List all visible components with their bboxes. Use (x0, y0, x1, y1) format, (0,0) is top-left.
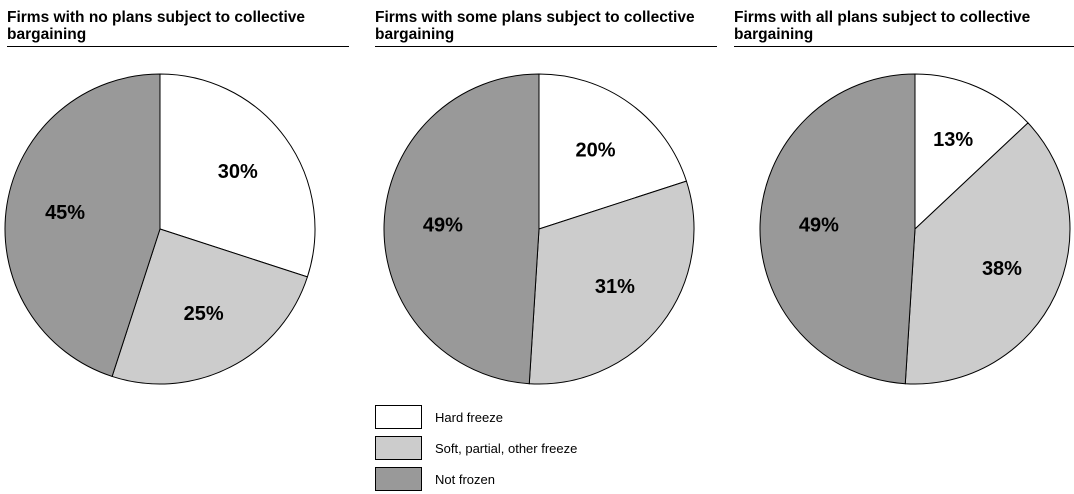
pie-1-slice-not-frozen (4, 73, 161, 378)
pie-chart-1: 30% 25% 45% (4, 73, 316, 385)
pie-3-label-not-frozen: 49% (799, 214, 839, 236)
pie-2-label-soft-freeze: 31% (595, 276, 635, 298)
legend-item-soft-freeze: Soft, partial, other freeze (375, 436, 635, 462)
pie-1-slice-hard-freeze (159, 73, 316, 278)
pie-3-slice-hard-freeze (914, 73, 1029, 231)
legend-item-hard-freeze: Hard freeze (375, 405, 635, 431)
pie-3-slice-soft-freeze (904, 122, 1071, 385)
pie-panel-3: Firms with all plans subject to collecti… (734, 0, 1074, 400)
pie-1-slice-soft-freeze (111, 228, 309, 385)
pie-2-label-hard-freeze: 20% (575, 140, 615, 162)
legend-label-not-frozen: Not frozen (435, 472, 495, 487)
pie-2-slice-not-frozen (383, 73, 540, 385)
pie-3-slice-not-frozen (759, 73, 916, 385)
pie-2-title: Firms with some plans subject to collect… (375, 9, 717, 47)
pie-2-slice-soft-freeze (528, 180, 695, 385)
legend-item-not-frozen: Not frozen (375, 467, 635, 493)
pie-panel-2: Firms with some plans subject to collect… (375, 0, 717, 400)
legend-label-soft-freeze: Soft, partial, other freeze (435, 441, 578, 456)
pie-3-label-soft-freeze: 38% (982, 258, 1022, 280)
pie-1-label-not-frozen: 45% (45, 202, 85, 224)
pie-panel-1: Firms with no plans subject to collectiv… (4, 0, 349, 400)
pie-chart-3: 13% 38% 49% (759, 73, 1071, 385)
pie-2-slice-hard-freeze (538, 73, 688, 230)
legend: Hard freeze Soft, partial, other freeze … (375, 405, 635, 493)
pie-3-title: Firms with all plans subject to collecti… (734, 9, 1074, 47)
legend-swatch-soft-freeze (375, 436, 422, 460)
pie-3-label-hard-freeze: 13% (933, 129, 973, 151)
pie-2-label-not-frozen: 49% (423, 214, 463, 236)
pie-1-label-soft-freeze: 25% (184, 303, 224, 325)
pie-1-label-hard-freeze: 30% (218, 161, 258, 183)
legend-label-hard-freeze: Hard freeze (435, 410, 503, 425)
legend-swatch-not-frozen (375, 467, 422, 491)
pie-chart-2: 20% 31% 49% (383, 73, 695, 385)
pie-1-title: Firms with no plans subject to collectiv… (7, 9, 349, 47)
legend-swatch-hard-freeze (375, 405, 422, 429)
